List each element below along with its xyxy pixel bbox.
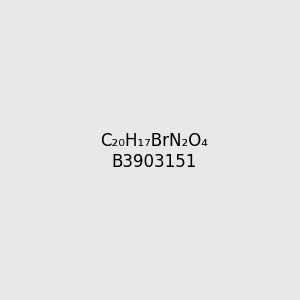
Text: C₂₀H₁₇BrN₂O₄
B3903151: C₂₀H₁₇BrN₂O₄ B3903151 bbox=[100, 132, 208, 171]
